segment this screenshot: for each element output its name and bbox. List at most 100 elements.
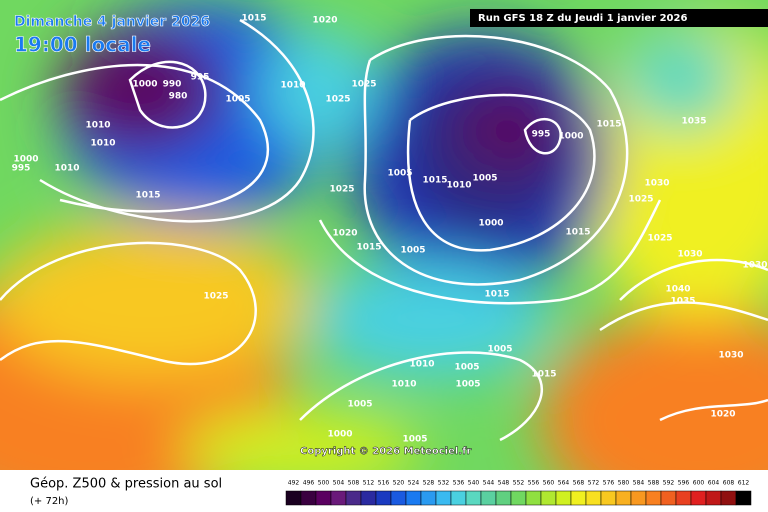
colorbar-swatch (450, 490, 467, 506)
isobar-label: 1025 (329, 185, 354, 195)
colorbar-label: 560 (543, 480, 555, 487)
colorbar-swatch (345, 490, 362, 506)
isobar-label: 1015 (422, 176, 447, 186)
colorbar-label: 580 (618, 480, 630, 487)
isobar-label: 1010 (280, 81, 305, 91)
isobar-label: 1040 (665, 285, 690, 295)
isobar-label: 995 (191, 73, 210, 83)
colorbar-swatch (630, 490, 647, 506)
isobar-line (619, 258, 768, 301)
isobar-label: 1010 (391, 380, 416, 390)
colorbar-label: 512 (363, 480, 375, 487)
colorbar-label: 576 (603, 480, 615, 487)
colorbar-label: 520 (393, 480, 405, 487)
colorbar-swatch (420, 490, 437, 506)
colorbar-swatch (480, 490, 497, 506)
isobar-label: 995 (12, 164, 31, 174)
colorbar-swatch (285, 490, 302, 506)
colorbar-swatch (360, 490, 377, 506)
isobar-label: 1005 (454, 363, 479, 373)
colorbar-label: 556 (528, 480, 540, 487)
isobar-label: 1025 (325, 95, 350, 105)
isobar-label: 1010 (54, 164, 79, 174)
colorbar-label: 548 (498, 480, 510, 487)
run-label: Run GFS 18 Z du Jeudi 1 janvier 2026 (478, 13, 687, 24)
isobar-label: 1030 (677, 250, 702, 260)
isobar-line (523, 118, 562, 155)
colorbar-label: 592 (663, 480, 675, 487)
isobar-label: 1015 (135, 191, 160, 201)
footer-lead: (+ 72h) (30, 496, 69, 507)
isobar-line (39, 18, 315, 223)
colorbar-label: 564 (558, 480, 570, 487)
isobar-label: 1005 (225, 95, 250, 105)
colorbar-label: 504 (333, 480, 345, 487)
colorbar-swatch (615, 490, 632, 506)
colorbar-swatch (735, 490, 752, 506)
colorbar-swatch (510, 490, 527, 506)
isobar-label: 1025 (647, 234, 672, 244)
colorbar-label: 508 (348, 480, 360, 487)
isobar-line (318, 199, 662, 305)
isobar-line (363, 34, 629, 286)
isobar-line (299, 351, 543, 442)
colorbar-label: 596 (678, 480, 690, 487)
colorbar-label: 600 (693, 480, 705, 487)
isobar-label: 1010 (446, 181, 471, 191)
copyright: Copyright © 2026 Meteociel.fr (300, 446, 471, 457)
isobar-label: 1005 (455, 380, 480, 390)
isobar-line (0, 241, 257, 366)
colorbar-swatch (585, 490, 602, 506)
colorbar-label: 544 (483, 480, 495, 487)
isobar-label: 1000 (558, 132, 583, 142)
isobar-label: 1000 (132, 80, 157, 90)
colorbar-label: 532 (438, 480, 450, 487)
isobar-label: 1030 (644, 179, 669, 189)
colorbar-label: 568 (573, 480, 585, 487)
colorbar-swatch (570, 490, 587, 506)
colorbar: 492 496 500 504 508 512 516 520 524 528 532 536 540 5… (285, 480, 752, 506)
isobar-label: 1010 (90, 139, 115, 149)
colorbar-label: 540 (468, 480, 480, 487)
colorbar-swatch (435, 490, 452, 506)
colorbar-swatch (690, 490, 707, 506)
colorbar-label: 584 (633, 480, 645, 487)
isobar-line (659, 398, 768, 422)
isobar-label: 1020 (710, 410, 735, 420)
isobar-label: 1000 (478, 219, 503, 229)
isobar-label: 1010 (85, 121, 110, 131)
isobars (0, 18, 768, 442)
isobar-label: 1025 (628, 195, 653, 205)
isobar-label: 1025 (351, 80, 376, 90)
colorbar-swatch (375, 490, 392, 506)
colorbar-label: 536 (453, 480, 465, 487)
colorbar-swatch (330, 490, 347, 506)
colorbar-swatch (465, 490, 482, 506)
colorbar-swatch (675, 490, 692, 506)
isobar-label: 1030 (742, 261, 767, 271)
colorbar-swatch (645, 490, 662, 506)
isobar-label: 1035 (681, 117, 706, 127)
colorbar-label: 612 (738, 480, 750, 487)
colorbar-swatch (390, 490, 407, 506)
isobar-label: 1005 (347, 400, 372, 410)
colorbar-swatch (540, 490, 557, 506)
date-label: Dimanche 4 janvier 2026 (14, 14, 210, 30)
isobar-label: 1005 (387, 169, 412, 179)
isobar-label: 1035 (670, 297, 695, 307)
colorbar-label: 516 (378, 480, 390, 487)
isobar-label: 1005 (472, 174, 497, 184)
colorbar-swatch (660, 490, 677, 506)
isobar-label: 1015 (356, 243, 381, 253)
colorbar-swatch (405, 490, 422, 506)
isobar-label: 1015 (565, 228, 590, 238)
isobar-label: 995 (532, 130, 551, 140)
isobar-label: 1020 (332, 229, 357, 239)
colorbar-swatch (600, 490, 617, 506)
colorbar-swatch (300, 490, 317, 506)
isobar-line (0, 63, 269, 213)
isobar-label: 1030 (718, 351, 743, 361)
